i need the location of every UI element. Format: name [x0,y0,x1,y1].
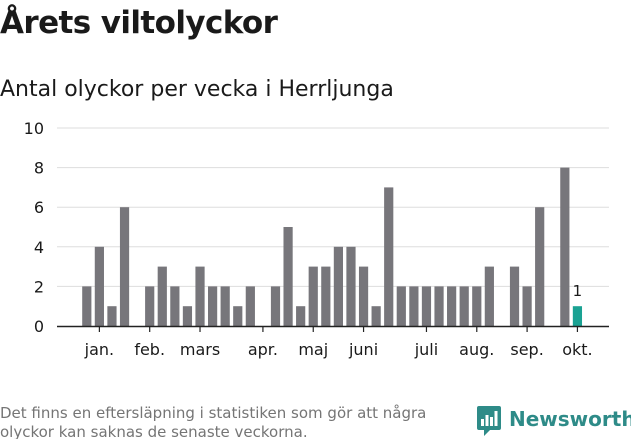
bar [208,286,218,326]
bars [82,167,583,326]
x-tick-label: apr. [248,340,278,359]
bar [170,286,180,326]
x-tick-label: aug. [459,340,494,359]
newsworthy-logo-icon [477,406,501,436]
bar [308,266,318,326]
bar [396,286,406,326]
bar [459,286,469,326]
bar [447,286,457,326]
bar [157,266,167,326]
bar [421,286,432,326]
brand-name: Newsworthy [509,407,631,431]
bar [484,266,494,326]
x-tick-label: feb. [134,340,165,359]
bar [220,286,230,326]
bar [233,306,243,326]
bar [145,286,155,326]
bar [296,306,306,326]
x-tick-label: mars [180,340,220,359]
bar-chart: 0 2 4 6 8 10 jan. feb. mars apr. maj juni juli aug. s… [24,119,609,359]
bar [119,207,130,326]
y-tick-label: 2 [34,277,44,296]
gridlines [57,127,609,287]
bar [182,306,193,326]
bar [509,266,520,326]
newsworthy-brand[interactable]: Newsworthy [476,405,631,439]
bar [472,286,482,326]
y-tick-label: 10 [24,119,44,138]
bar [245,286,255,326]
bar [94,246,104,326]
bar [434,286,444,326]
chart-subtitle: Antal olyckor per vecka i Herrljunga [0,77,394,102]
chart-title: Årets viltolyckor [0,5,278,41]
y-tick-label: 0 [34,317,44,336]
x-tick-label: juli [414,340,438,359]
bar [321,266,331,326]
data-labels: 1 [573,282,583,300]
bar [346,246,356,326]
y-axis-ticks: 0 2 4 6 8 10 [24,119,44,336]
bar [371,306,381,326]
x-tick-label: okt. [562,340,592,359]
data-label: 1 [573,282,583,300]
y-tick-label: 8 [34,159,44,178]
bar [195,266,205,326]
x-tick-label: maj [298,340,328,359]
bar [409,286,419,326]
y-tick-label: 6 [34,198,44,217]
y-tick-label: 4 [34,238,44,257]
bar-current-week [572,306,583,326]
bar [107,306,117,326]
x-tick-label: jan. [84,340,114,359]
footnote: Det finns en eftersläpning i statistiken… [0,404,427,439]
x-tick-label: sep. [510,340,543,359]
bar [358,266,369,326]
bar [535,207,545,326]
x-axis-ticks: jan. feb. mars apr. maj juni juli aug. sep. okt. [84,326,593,359]
bar [522,286,532,326]
bar [333,246,343,326]
bar [560,167,570,326]
bar [384,187,394,326]
bar [270,286,281,326]
x-tick-label: juni [348,340,378,359]
bar [82,286,92,326]
bar [283,227,293,326]
